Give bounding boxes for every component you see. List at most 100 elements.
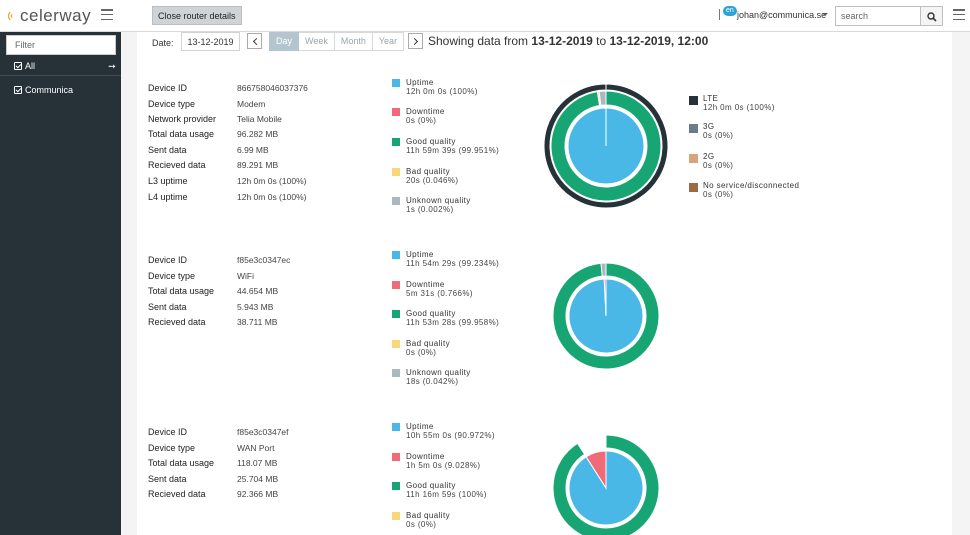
legend-value: 12h 0m 0s (100%) (703, 103, 775, 112)
tab-day[interactable]: Day (269, 32, 300, 51)
legend-downtime: Downtime 0s (0%) (392, 107, 542, 129)
info-key: L3 uptime (148, 176, 188, 186)
legend-name: Bad quality (406, 511, 450, 520)
chevron-left-icon (252, 37, 261, 46)
legend-name: Unknown quality (406, 196, 471, 205)
legend-value: 0s (0%) (703, 131, 734, 140)
range-prefix: Showing data from (428, 34, 529, 48)
celerway-logo[interactable]: celerway (8, 6, 91, 26)
top-bar: celerway Close router details en johan@c… (0, 0, 970, 32)
donut-middle-segment-good-quality[interactable] (550, 90, 662, 202)
language-badge: en (723, 6, 737, 16)
range-to: 13-12-2019, 12:00 (609, 34, 709, 48)
legend-name: Uptime (406, 250, 434, 259)
close-router-details-button[interactable]: Close router details (152, 6, 242, 25)
legend-name: Downtime (406, 452, 445, 461)
device-2-donut-chart (553, 263, 659, 369)
search-button[interactable] (921, 6, 943, 26)
info-key: Recieved data (148, 317, 206, 327)
legend-name: Bad quality (406, 339, 450, 348)
info-value: 12h 0m 0s (100%) (237, 192, 307, 202)
info-key: Total data usage (148, 129, 215, 139)
tab-week[interactable]: Week (299, 32, 335, 51)
filter-input[interactable] (6, 35, 116, 55)
donut-outer-segment-lte[interactable] (544, 84, 668, 208)
legend-value: 0s (0%) (703, 161, 734, 170)
legend-bad-quality: Bad quality 0s (0%) (392, 339, 542, 361)
user-menu[interactable]: johan@communica.se (737, 10, 827, 20)
search-icon (927, 12, 937, 22)
legend-value: 11h 59m 39s (99.951%) (406, 146, 500, 155)
legend-value: 20s (0.046%) (406, 176, 459, 185)
legend-value: 11h 16m 59s (100%) (406, 490, 487, 499)
donut-inner-segment-downtime[interactable] (585, 450, 607, 490)
info-key: Device type (148, 443, 196, 453)
info-key: Sent data (148, 145, 187, 155)
legend-name: Downtime (406, 107, 445, 116)
donut-inner-segment-uptime[interactable] (567, 107, 645, 185)
donut-middle-segment-unknown-quality[interactable] (598, 90, 607, 106)
chevron-down-icon[interactable] (822, 13, 828, 16)
info-value: 44.654 MB (237, 286, 279, 296)
legend-good-quality: Good quality 11h 59m 39s (99.951%) (392, 137, 542, 159)
donut-middle-segment-good-quality[interactable] (553, 435, 659, 535)
legend-uptime: Uptime 11h 54m 29s (99.234%) (392, 250, 542, 272)
info-value: 866758046037376 (237, 83, 308, 93)
info-value: Telia Mobile (237, 114, 282, 124)
sidebar-toggle-menu-icon[interactable] (101, 9, 113, 20)
legend-downtime: Downtime 1h 5m 0s (9.028%) (392, 452, 542, 474)
info-value: 118.07 MB (237, 458, 278, 468)
legend-value: 0s (0%) (406, 520, 437, 529)
legend-name: Good quality (406, 481, 456, 490)
next-period-button[interactable] (408, 33, 423, 49)
main-panel (137, 32, 952, 535)
legend-no-service: No service/disconnected 0s (0%) (689, 181, 829, 203)
date-picker-input[interactable]: 13-12-2019 (181, 32, 240, 51)
info-value: 25.704 MB (237, 474, 279, 484)
sidebar-item-label: All (25, 61, 36, 71)
legend-bad-quality: Bad quality 20s (0.046%) (392, 167, 542, 189)
info-value: WiFi (237, 271, 254, 281)
info-key: L4 uptime (148, 192, 188, 202)
info-key: Device ID (148, 427, 188, 437)
signal-waves-icon (8, 9, 18, 23)
legend-value: 12h 0m 0s (100%) (406, 87, 478, 96)
sidebar-item-label: Communica (25, 85, 74, 95)
tab-month[interactable]: Month (334, 32, 373, 51)
previous-period-button[interactable] (247, 33, 262, 49)
language-flag-icon[interactable]: en (717, 6, 737, 23)
legend-uptime: Uptime 12h 0m 0s (100%) (392, 78, 542, 100)
sidebar-item-all[interactable]: All (14, 59, 35, 73)
chevron-right-icon (410, 37, 419, 46)
legend-name: Unknown quality (406, 368, 471, 377)
search-input[interactable] (835, 6, 921, 26)
checkbox-checked-icon[interactable] (14, 86, 22, 94)
info-value: Modem (237, 99, 266, 109)
legend-unknown-quality: Unknown quality 18s (0.042%) (392, 368, 542, 390)
legend-value: 18s (0.042%) (406, 377, 459, 386)
legend-value: 11h 54m 29s (99.234%) (406, 259, 500, 268)
info-key: Recieved data (148, 160, 206, 170)
tab-year[interactable]: Year (372, 32, 405, 51)
pin-icon[interactable]: ➚ (105, 59, 119, 73)
legend-name: Good quality (406, 137, 456, 146)
sidebar-item-communica[interactable]: Communica (14, 83, 73, 97)
legend-unknown-quality: Unknown quality 1s (0.002%) (392, 196, 542, 218)
legend-good-quality: Good quality 11h 53m 28s (99.958%) (392, 309, 542, 331)
donut-middle-segment-good-quality[interactable] (553, 263, 659, 369)
donut-middle-segment-unknown-quality[interactable] (600, 263, 607, 277)
legend-value: 0s (0%) (406, 348, 437, 357)
info-value: 38.711 MB (237, 317, 278, 327)
legend-name: Uptime (406, 422, 434, 431)
settings-menu-icon[interactable] (953, 9, 965, 20)
info-key: Network provider (148, 114, 217, 124)
checkbox-checked-icon[interactable] (14, 62, 22, 70)
legend-name: 3G (703, 122, 715, 131)
device-3-donut-chart (553, 435, 659, 535)
info-value: 89.291 MB (237, 160, 279, 170)
legend-value: 0s (0%) (703, 190, 734, 199)
legend-value: 1h 5m 0s (9.028%) (406, 461, 481, 470)
legend-name: Uptime (406, 78, 434, 87)
info-key: Sent data (148, 302, 187, 312)
donut-inner-segment-downtime[interactable] (603, 278, 607, 317)
